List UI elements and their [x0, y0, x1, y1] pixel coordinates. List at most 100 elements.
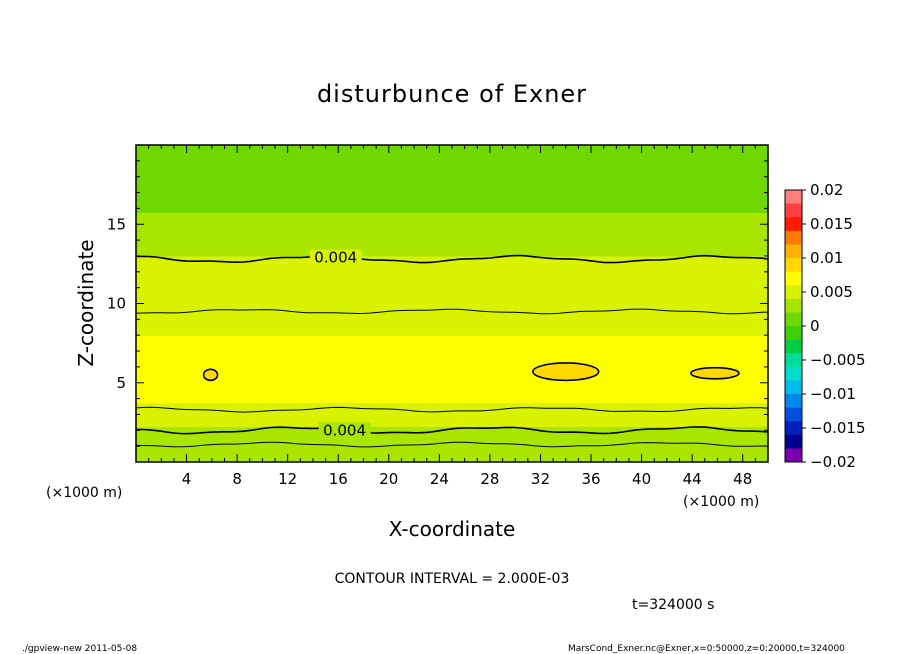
contour-band — [136, 156, 768, 162]
contour-band — [136, 291, 768, 297]
colorbar-swatch — [785, 230, 802, 245]
contour-label-background — [318, 422, 371, 439]
colorbar-swatch — [785, 380, 802, 395]
contour-band — [136, 259, 768, 265]
time-stamp: t=324000 s — [632, 597, 714, 613]
x-tick-label: 48 — [733, 470, 752, 488]
contour-band — [136, 244, 768, 249]
footer-left: ./gpview-new 2011-05-08 — [22, 644, 137, 654]
contour-band — [136, 355, 768, 360]
contour-band — [136, 370, 768, 376]
contour-band — [136, 200, 768, 206]
contour-band — [136, 251, 768, 257]
colorbar — [784, 189, 803, 463]
contour-band — [136, 220, 768, 225]
x-axis-label: X-coordinate — [389, 517, 516, 541]
contour-band — [136, 422, 768, 427]
contour-band — [136, 172, 768, 178]
contour-interval-note: CONTOUR INTERVAL = 2.000E-03 — [335, 571, 570, 587]
contour-line — [136, 308, 768, 315]
colorbar-labels: 0.02 0.015 0.01 0.005 0 −0.005 −0.01 −0.015 −0.0… — [802, 181, 866, 471]
x-tick-label: 40 — [632, 470, 651, 488]
contour-band — [136, 378, 768, 384]
colorbar-label: −0.015 — [810, 419, 866, 437]
colorbar-label: −0.005 — [810, 351, 866, 369]
contour-band — [136, 450, 768, 455]
colorbar-swatch — [785, 421, 802, 436]
colorbar-swatch — [785, 339, 802, 354]
contour-band — [136, 358, 768, 364]
contour-band — [136, 148, 768, 154]
contour-band — [136, 323, 768, 328]
contour-band — [136, 343, 768, 348]
contour-band — [136, 339, 768, 344]
contour-band — [136, 366, 768, 372]
contour-band — [136, 307, 768, 313]
maximum-contour — [202, 368, 219, 382]
contour-band — [136, 327, 768, 332]
x-axis-ticks: 4 8 12 16 20 24 28 32 36 40 44 48 — [148, 145, 756, 488]
contour-band — [136, 164, 768, 170]
contour-band — [136, 160, 768, 166]
x-tick-label: 44 — [683, 470, 702, 488]
x-tick-label: 4 — [182, 470, 192, 488]
contour-band — [136, 382, 768, 388]
colorbar-swatch — [785, 217, 802, 232]
colorbar-label: 0.005 — [810, 283, 853, 301]
contour-band — [136, 192, 768, 198]
colorbar-swatch — [785, 448, 802, 463]
contour-band — [136, 271, 768, 277]
contour-band — [136, 335, 768, 340]
contour-band — [136, 263, 768, 269]
contour-band — [136, 434, 768, 439]
contour-band — [136, 279, 768, 285]
y-tick-label: 5 — [116, 374, 126, 392]
local-maxima — [202, 362, 740, 382]
contour-band — [136, 224, 768, 229]
contour-band — [136, 347, 768, 352]
contour-band — [136, 442, 768, 447]
contour-band — [136, 212, 768, 217]
footer-right: MarsCond_Exner.nc@Exner,x=0:50000,z=0:20… — [568, 644, 845, 654]
y-tick-label: 15 — [107, 215, 126, 233]
colorbar-swatch — [785, 394, 802, 408]
contour-band — [136, 248, 768, 253]
plot-area — [136, 145, 768, 462]
contour-band — [136, 398, 768, 404]
colorbar-label: 0.015 — [810, 215, 853, 233]
contour-band — [136, 232, 768, 237]
colorbar-swatch — [785, 271, 802, 286]
y-axis-label: Z-coordinate — [74, 239, 98, 366]
colorbar-label: 0.01 — [810, 249, 843, 267]
contour-band — [136, 240, 768, 245]
contour-band — [136, 446, 768, 451]
x-unit-right: (×1000 m) — [683, 494, 759, 510]
x-tick-label: 16 — [329, 470, 348, 488]
contour-band — [136, 216, 768, 221]
colorbar-swatch — [785, 353, 802, 368]
contour-label-background — [309, 249, 362, 266]
contour-band — [136, 303, 768, 309]
contour-line — [136, 426, 768, 435]
x-tick-label: 8 — [232, 470, 242, 488]
contour-band — [136, 236, 768, 241]
colorbar-swatch — [785, 244, 802, 259]
x-tick-label: 36 — [581, 470, 600, 488]
x-tick-label: 20 — [379, 470, 398, 488]
contour-label: 0.004 — [314, 249, 357, 267]
contour-band — [136, 184, 768, 190]
contour-band — [136, 406, 768, 412]
colorbar-label: 0 — [810, 317, 820, 335]
colorbar-swatch — [785, 366, 802, 381]
colorbar-swatch — [785, 407, 802, 422]
colorbar-swatch — [785, 258, 802, 272]
maximum-contour — [532, 362, 600, 382]
colorbar-swatch — [785, 434, 802, 449]
contour-line — [136, 254, 768, 264]
contour-band — [136, 454, 768, 459]
contour-band — [136, 430, 768, 435]
contour-line — [136, 406, 768, 413]
contour-line — [136, 441, 768, 448]
maximum-contour — [690, 366, 740, 380]
contour-band — [136, 168, 768, 174]
